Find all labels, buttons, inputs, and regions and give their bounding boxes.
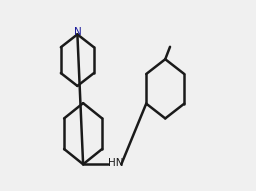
Text: N: N [73, 27, 81, 37]
Text: HN: HN [108, 158, 124, 168]
